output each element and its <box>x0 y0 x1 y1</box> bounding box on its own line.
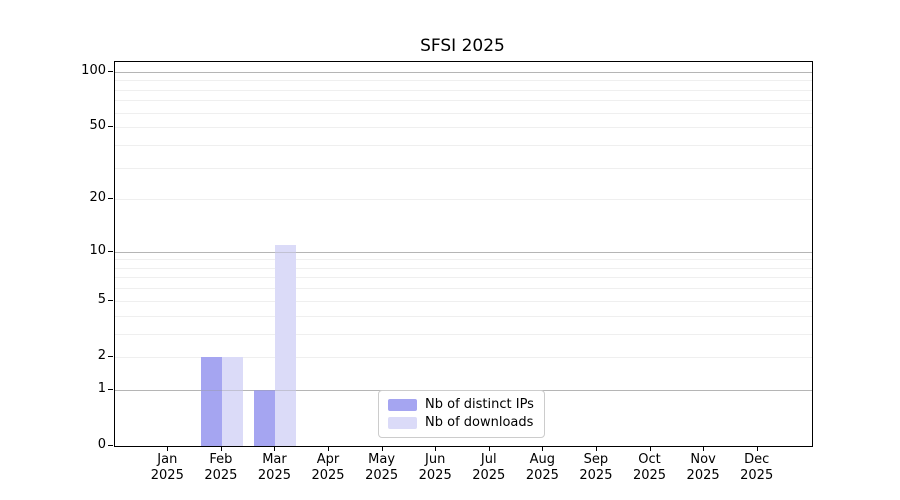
x-tick <box>328 446 330 451</box>
gridline-major-overlay <box>115 251 812 253</box>
plot-area <box>114 61 813 447</box>
y-tick-label: 10 <box>89 242 106 258</box>
legend-swatch-nb-of-distinct-ips <box>388 399 417 411</box>
y-tick-label: 20 <box>89 190 106 206</box>
gridline-minor <box>115 259 812 261</box>
y-tick-label: 5 <box>97 291 106 307</box>
y-tick <box>108 250 113 252</box>
x-tick <box>488 446 490 451</box>
y-tick-label: 2 <box>97 347 106 363</box>
y-tick-label: 50 <box>89 118 106 134</box>
y-tick <box>108 299 113 301</box>
y-tick <box>108 198 113 200</box>
legend-swatch-nb-of-downloads <box>388 417 417 429</box>
y-tick-label: 100 <box>81 62 106 78</box>
gridline-minor <box>115 127 812 129</box>
y-tick <box>108 388 113 390</box>
legend-label: Nb of distinct IPs <box>425 397 534 412</box>
x-tick <box>167 446 169 451</box>
x-tick-label: Jan 2025 <box>150 452 184 483</box>
gridline-major-overlay <box>115 71 812 73</box>
bar-nb-of-downloads-mar <box>275 244 297 446</box>
legend-label: Nb of downloads <box>425 415 534 430</box>
gridline-minor <box>115 144 812 146</box>
x-tick-label: Sep 2025 <box>579 452 613 483</box>
x-tick-label: Dec 2025 <box>740 452 774 483</box>
gridline-minor <box>115 277 812 279</box>
x-tick <box>703 446 705 451</box>
y-tick <box>108 445 113 446</box>
x-tick <box>274 446 276 451</box>
legend-item-nb-of-downloads: Nb of downloads <box>388 416 535 430</box>
gridline-minor <box>115 100 812 102</box>
gridline-major <box>115 71 812 73</box>
gridline-major <box>115 251 812 253</box>
x-tick-label: Nov 2025 <box>686 452 720 483</box>
x-tick <box>595 446 597 451</box>
gridline-minor <box>115 288 812 290</box>
gridline-minor <box>115 333 812 335</box>
y-tick <box>108 70 113 72</box>
x-tick-label: Aug 2025 <box>525 452 559 483</box>
legend: Nb of distinct IPs Nb of downloads <box>378 390 545 438</box>
x-tick <box>756 446 758 451</box>
x-tick <box>220 446 222 451</box>
gridline-minor <box>115 300 812 302</box>
x-tick-label: Feb 2025 <box>204 452 238 483</box>
gridline-minor <box>115 167 812 169</box>
gridline-minor <box>115 356 812 358</box>
x-tick <box>435 446 437 451</box>
y-tick <box>108 126 113 128</box>
gridline-minor <box>115 80 812 82</box>
gridline-minor <box>115 199 812 201</box>
bar-nb-of-downloads-feb <box>221 356 243 446</box>
x-tick <box>649 446 651 451</box>
x-tick <box>381 446 383 451</box>
x-tick <box>542 446 544 451</box>
x-tick-label: Mar 2025 <box>257 452 291 483</box>
bar-nb-of-distinct-ips-feb <box>200 356 222 446</box>
gridline-minor <box>115 315 812 317</box>
gridline-minor <box>115 267 812 269</box>
x-tick-label: Jul 2025 <box>472 452 506 483</box>
y-tick-label: 1 <box>97 380 106 396</box>
chart-title: SFSI 2025 <box>420 36 505 56</box>
gridline-minor <box>115 112 812 114</box>
x-tick-label: Jun 2025 <box>418 452 452 483</box>
x-tick-label: Apr 2025 <box>311 452 345 483</box>
y-tick <box>108 355 113 357</box>
y-tick-label: 0 <box>97 437 106 452</box>
bar-nb-of-distinct-ips-mar <box>254 389 276 446</box>
x-tick-label: May 2025 <box>365 452 399 483</box>
x-tick-label: Oct 2025 <box>632 452 667 483</box>
gridline-minor <box>115 89 812 91</box>
legend-item-nb-of-distinct-ips: Nb of distinct IPs <box>388 398 535 412</box>
